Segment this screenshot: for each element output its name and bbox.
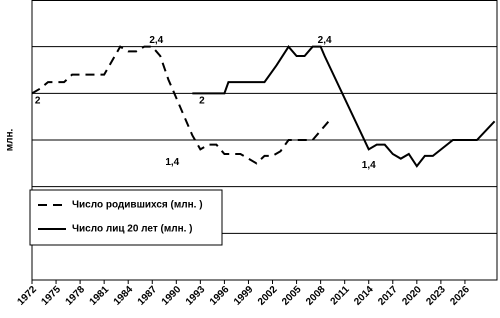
legend bbox=[29, 189, 223, 246]
annotation: 1,4 bbox=[362, 160, 376, 171]
x-tick-label: 2017 bbox=[376, 284, 400, 308]
x-tick-label: 1972 bbox=[15, 284, 39, 308]
x-tick-label: 1975 bbox=[40, 284, 64, 308]
x-tick-label: 1990 bbox=[160, 284, 184, 308]
x-tick-label: 2023 bbox=[424, 284, 448, 308]
x-tick-label: 1999 bbox=[232, 284, 256, 308]
x-tick-label: 1993 bbox=[184, 284, 208, 308]
series-line bbox=[192, 44, 496, 168]
annotation: 2,4 bbox=[318, 35, 332, 46]
x-tick-label: 2014 bbox=[352, 284, 376, 308]
x-tick-label: 2008 bbox=[304, 284, 328, 308]
legend-label: Число родившихся (млн. ) bbox=[72, 200, 203, 211]
x-tick-label: 1996 bbox=[208, 284, 232, 308]
y-axis-label: млн. bbox=[5, 128, 16, 151]
x-tick-label: 1978 bbox=[64, 284, 88, 308]
series-line bbox=[31, 45, 330, 165]
x-tick-label: 2026 bbox=[448, 284, 472, 308]
x-tick-label: 2011 bbox=[329, 284, 352, 307]
x-tick-label: 2005 bbox=[280, 284, 304, 308]
annotation: 2,4 bbox=[149, 35, 163, 46]
x-tick-label: 2002 bbox=[256, 284, 280, 308]
legend-label: Число лиц 20 лет (млн. ) bbox=[72, 224, 193, 235]
x-tick-label: 1984 bbox=[112, 284, 136, 308]
annotation: 1,4 bbox=[165, 157, 179, 168]
annotation: 2 bbox=[35, 95, 41, 106]
x-tick-label: 1987 bbox=[136, 284, 160, 308]
x-tick-label: 1981 bbox=[88, 284, 112, 308]
x-tick-label: 2020 bbox=[400, 284, 424, 308]
annotation: 2 bbox=[199, 95, 205, 106]
